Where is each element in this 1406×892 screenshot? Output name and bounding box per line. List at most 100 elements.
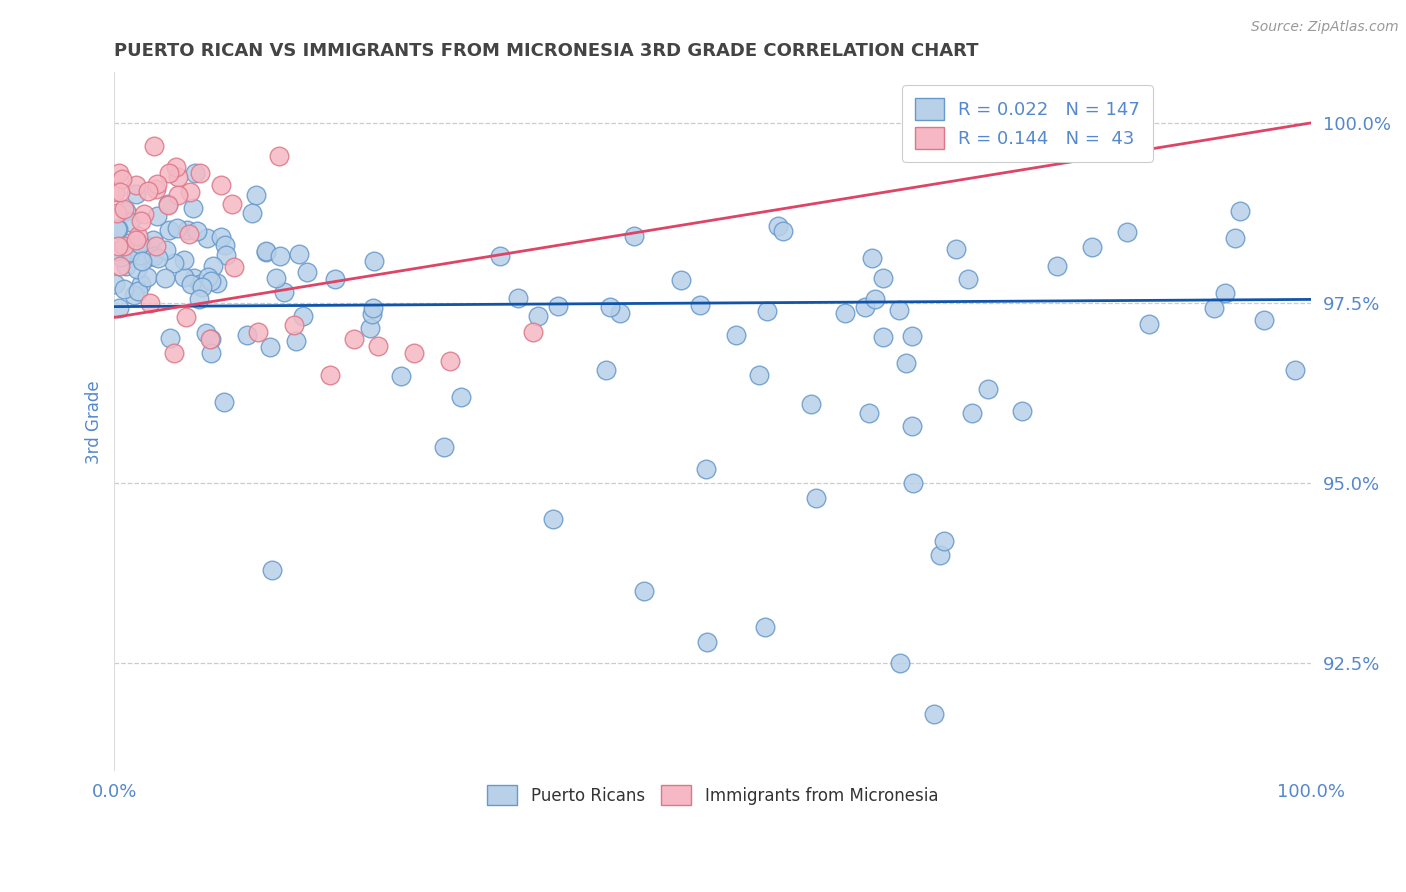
Point [450,390,472,404]
Point [128,235,150,250]
Point [195,326,218,340]
Point [858,406,880,420]
Point [323,271,346,285]
Point [853,300,876,314]
Point [1223,231,1246,245]
Point [146,210,169,224]
Text: PUERTO RICAN VS IMMIGRANTS FROM MICRONESIA 3RD GRADE CORRELATION CHART: PUERTO RICAN VS IMMIGRANTS FROM MICRONES… [114,42,979,60]
Point [236,328,259,343]
Point [901,476,924,491]
Point [125,233,148,247]
Point [115,204,138,219]
Point [541,512,564,526]
Point [136,270,159,285]
Point [146,177,169,191]
Point [245,188,267,202]
Point [111,172,134,186]
Point [105,222,128,236]
Point [433,440,456,454]
Point [295,265,318,279]
Point [112,282,135,296]
Point [945,243,967,257]
Point [922,706,945,721]
Point [269,250,291,264]
Point [200,274,222,288]
Point [191,280,214,294]
Point [209,229,232,244]
Point [200,346,222,360]
Point [157,166,180,180]
Point [115,235,138,250]
Point [1137,317,1160,331]
Point [547,299,569,313]
Point [176,223,198,237]
Point [107,221,129,235]
Point [288,246,311,260]
Point [118,245,141,260]
Point [174,310,197,325]
Point [766,219,789,234]
Point [506,291,529,305]
Point [129,277,152,291]
Point [125,261,148,276]
Point [136,184,159,198]
Point [264,270,287,285]
Point [188,277,211,292]
Point [267,149,290,163]
Point [139,247,162,261]
Point [142,233,165,247]
Point [671,273,693,287]
Point [110,250,132,264]
Point [107,239,129,253]
Point [595,363,617,377]
Point [977,382,1000,396]
Point [163,346,186,360]
Point [696,634,718,648]
Point [361,307,384,321]
Point [363,253,385,268]
Point [181,201,204,215]
Point [609,306,631,320]
Point [889,657,911,671]
Point [367,339,389,353]
Point [928,548,950,562]
Point [860,251,883,265]
Point [142,249,165,263]
Point [201,260,224,274]
Point [804,491,827,505]
Text: Source: ZipAtlas.com: Source: ZipAtlas.com [1251,20,1399,34]
Point [214,238,236,252]
Point [934,533,956,548]
Point [157,223,180,237]
Point [695,461,717,475]
Point [872,271,894,285]
Point [212,395,235,409]
Point [163,256,186,270]
Point [956,272,979,286]
Point [132,207,155,221]
Point [633,584,655,599]
Point [960,406,983,420]
Point [129,248,152,262]
Point [157,197,180,211]
Point [167,170,190,185]
Point [240,206,263,220]
Point [1284,363,1306,377]
Point [887,303,910,318]
Point [125,178,148,193]
Point [142,139,165,153]
Point [800,396,823,410]
Point [173,252,195,267]
Point [167,188,190,202]
Point [179,227,201,242]
Point [157,197,180,211]
Point [179,185,201,199]
Point [1116,225,1139,239]
Point [247,325,270,339]
Point [262,563,284,577]
Point [599,300,621,314]
Point [254,245,277,260]
Point [139,239,162,253]
Point [273,285,295,299]
Point [527,310,550,324]
